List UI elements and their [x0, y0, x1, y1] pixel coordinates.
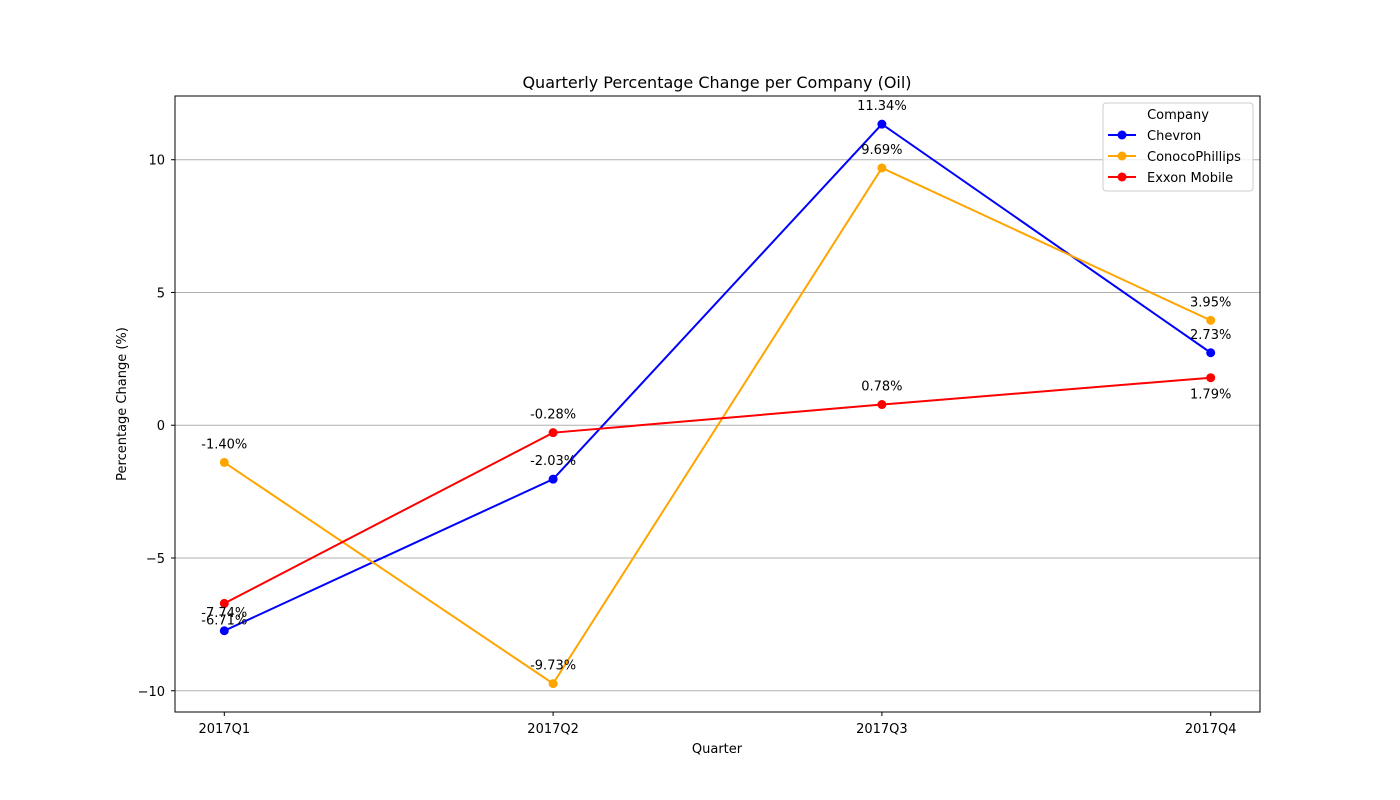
- data-label-exxon-mobile: -0.28%: [530, 408, 576, 423]
- plot-frame: [174, 95, 1261, 713]
- y-axis-label: Percentage Change (%): [115, 327, 130, 481]
- data-point-chevron: [877, 119, 887, 129]
- legend-label-chevron: Chevron: [1147, 129, 1201, 144]
- y-tick-label: 10: [148, 154, 165, 169]
- y-tick-label: −5: [146, 552, 165, 567]
- legend-label-exxon-mobile: Exxon Mobile: [1147, 171, 1233, 186]
- data-point-chevron: [548, 474, 558, 484]
- data-point-conocophillips: [877, 163, 887, 173]
- legend-marker-conocophillips: [1117, 151, 1127, 161]
- data-point-exxon-mobile: [548, 428, 558, 438]
- data-label-conocophillips: -9.73%: [530, 659, 576, 674]
- data-label-exxon-mobile: 1.79%: [1190, 388, 1231, 403]
- x-tick-label: 2017Q3: [856, 722, 908, 737]
- data-point-exxon-mobile: [877, 400, 887, 410]
- data-labels-layer: -7.74% -2.03% 11.34% 2.73% -1.40% -9.73% 9.69%…: [201, 99, 1231, 673]
- data-point-chevron: [219, 626, 229, 636]
- x-tick-label: 2017Q2: [527, 722, 579, 737]
- data-label-chevron: 11.34%: [857, 99, 907, 114]
- x-axis-label: Quarter: [692, 742, 743, 757]
- data-label-conocophillips: 3.95%: [1190, 295, 1231, 310]
- data-label-exxon-mobile: 0.78%: [861, 380, 902, 395]
- y-tick-label: 5: [157, 286, 165, 301]
- y-axis-ticks: −10 −5 0 5 10: [138, 154, 175, 700]
- series-line-conocophillips: [223, 166, 1212, 685]
- data-label-chevron: -7.74%: [201, 606, 247, 621]
- y-tick-label: −10: [138, 685, 165, 700]
- series-line-chevron: [223, 122, 1212, 632]
- series-layer: [219, 119, 1216, 689]
- data-point-exxon-mobile: [1206, 373, 1216, 383]
- legend-box: [1102, 102, 1254, 192]
- data-label-conocophillips: -1.40%: [201, 437, 247, 452]
- data-label-conocophillips: 9.69%: [861, 143, 902, 158]
- x-tick-label: 2017Q1: [199, 722, 251, 737]
- chart-title: Quarterly Percentage Change per Company …: [522, 73, 911, 92]
- data-point-conocophillips: [548, 679, 558, 689]
- legend-marker-exxon-mobile: [1117, 172, 1127, 182]
- legend-marker-chevron: [1117, 130, 1127, 140]
- data-point-conocophillips: [1206, 315, 1216, 325]
- legend-label-conocophillips: ConocoPhillips: [1147, 150, 1241, 165]
- data-label-exxon-mobile: -6.71%: [201, 613, 247, 628]
- data-point-conocophillips: [219, 457, 229, 467]
- series-line-exxon-mobile: [223, 376, 1211, 605]
- y-tick-label: 0: [157, 419, 165, 434]
- data-point-chevron: [1206, 348, 1216, 358]
- data-point-exxon-mobile: [219, 598, 229, 608]
- data-label-chevron: 2.73%: [1190, 328, 1231, 343]
- x-axis-ticks: 2017Q1 2017Q2 2017Q3 2017Q4: [199, 712, 1237, 737]
- legend-title: Company: [1147, 108, 1209, 123]
- legend-items: Chevron ConocoPhillips Exxon Mobile: [1108, 129, 1241, 186]
- x-tick-label: 2017Q4: [1185, 722, 1237, 737]
- data-label-chevron: -2.03%: [530, 454, 576, 469]
- legend: Company Chevron ConocoPhillips Exxon Mobil…: [1102, 102, 1254, 192]
